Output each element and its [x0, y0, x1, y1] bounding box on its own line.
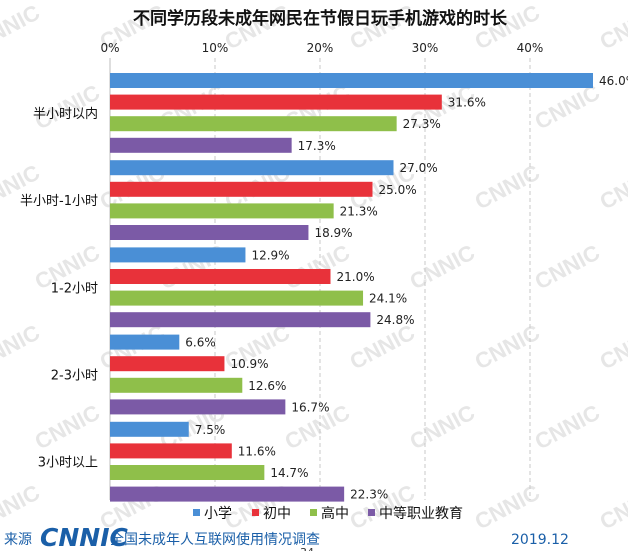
bar [110, 356, 225, 372]
watermark-text: CNNIC [346, 320, 419, 375]
bar [110, 399, 286, 415]
bar [110, 225, 309, 240]
category-label: 半小时以内 [33, 106, 98, 122]
legend: 小学 初中 高中 中等职业教育 [193, 505, 463, 522]
data-label: 12.9% [251, 248, 289, 262]
category-label: 2-3小时 [51, 369, 98, 384]
legend-swatch [193, 509, 200, 516]
data-label: 24.8% [376, 313, 414, 327]
footer: 来源 CNNIC 全国未成年人互联网使用情况调查 2019.12 34 [4, 523, 569, 551]
legend-swatch [252, 509, 259, 516]
bar [110, 465, 265, 480]
bar [110, 421, 189, 437]
watermark-text: CNNIC [596, 320, 628, 375]
watermark-text: CNNIC [0, 0, 44, 54]
bar [110, 247, 246, 263]
survey-name: 全国未成年人互联网使用情况调查 [110, 531, 320, 548]
watermark-text: CNNIC [31, 400, 104, 455]
watermark-text: CNNIC [281, 240, 354, 295]
category-label: 1-2小时 [51, 281, 98, 296]
watermark-text: CNNIC [0, 320, 44, 375]
legend-label: 小学 [204, 506, 232, 522]
data-label: 12.6% [248, 379, 286, 393]
legend-label: 高中 [321, 505, 349, 522]
bar [110, 160, 394, 176]
bar [110, 73, 593, 88]
x-tick-label: 0% [100, 41, 119, 55]
bar [110, 203, 334, 219]
data-label: 14.7% [270, 466, 308, 480]
data-label: 21.3% [340, 204, 378, 218]
bar [110, 269, 331, 284]
bar [110, 116, 397, 132]
category-label: 3小时以上 [38, 456, 98, 471]
bars: 46.0% 31.6% 27.3% 17.3% 27.0% 25.0%21.3% 18.9%… [110, 73, 628, 502]
watermark-text: CNNIC [471, 480, 544, 535]
watermark-text: CNNIC [406, 400, 479, 455]
bar [110, 443, 232, 459]
watermark-text: CNNIC [596, 0, 628, 54]
bar [110, 137, 292, 153]
data-label: 6.6% [185, 336, 216, 350]
x-tick-label: 30% [412, 41, 439, 55]
x-tick-label: 20% [307, 41, 334, 55]
data-label: 25.0% [379, 183, 417, 197]
cnnic-logo: CNNIC [40, 523, 128, 551]
bar [110, 94, 442, 110]
data-label: 18.9% [314, 226, 352, 240]
bar [110, 290, 364, 306]
bar [110, 334, 180, 350]
data-label: 31.6% [448, 96, 486, 110]
legend-label: 初中 [263, 505, 291, 522]
watermark-text: CNNIC [531, 240, 604, 295]
legend-swatch [310, 509, 317, 516]
bar [110, 486, 345, 502]
legend-swatch [368, 509, 375, 516]
watermark-text: CNNIC [596, 480, 628, 535]
data-label: 10.9% [230, 357, 268, 371]
data-label: 21.0% [337, 270, 375, 284]
data-label: 11.6% [238, 444, 276, 458]
bar [110, 312, 371, 328]
data-label: 7.5% [195, 423, 226, 437]
data-label: 22.3% [350, 488, 388, 502]
data-label: 27.0% [400, 161, 438, 175]
bar [110, 377, 243, 393]
watermark-text: CNNIC [531, 400, 604, 455]
watermark-text: CNNIC [471, 160, 544, 215]
category-label: 半小时-1小时 [20, 194, 98, 209]
watermark-text: CNNIC [0, 480, 44, 535]
data-label: 16.7% [291, 400, 329, 414]
data-label: 24.1% [369, 292, 407, 306]
watermark-text: CNNIC [406, 240, 479, 295]
page-number: 34 [300, 546, 314, 551]
x-tick-label: 10% [202, 41, 229, 55]
x-tick-label: 40% [517, 41, 544, 55]
data-label: 17.3% [298, 139, 336, 153]
chart-title: 不同学历段未成年网民在节假日玩手机游戏的时长 [133, 8, 508, 29]
source-label: 来源 [4, 532, 32, 548]
data-label: 46.0% [599, 74, 628, 88]
report-date: 2019.12 [511, 532, 569, 548]
bar [110, 181, 373, 197]
x-axis-ticks: 0%10%20%30%40%5 [100, 41, 544, 55]
data-label: 27.3% [403, 117, 441, 131]
watermark-text: CNNIC [471, 320, 544, 375]
watermark-text: CNNIC [596, 160, 628, 215]
legend-label: 中等职业教育 [379, 505, 463, 522]
